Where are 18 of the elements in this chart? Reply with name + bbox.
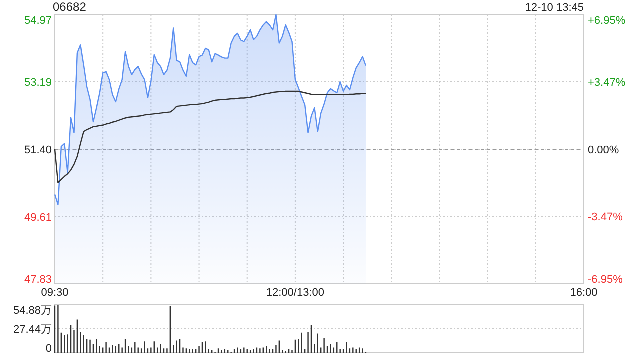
y2-tick-label: -6.95% <box>588 274 624 286</box>
y-tick-label: 47.83 <box>24 274 52 286</box>
y2-tick-label: 0.00% <box>588 144 620 156</box>
chart-subtitle: 12-10 13:45 <box>525 2 584 14</box>
x-tick-label: 09:30 <box>41 287 69 299</box>
y2-tick-label: +3.47% <box>588 77 626 90</box>
y-tick-label: 27.44万 <box>13 324 52 336</box>
x-tick-label: 12:00/13:00 <box>266 287 325 299</box>
y-tick-label: 54.88万 <box>13 304 52 317</box>
y-tick-label: 54.97 <box>24 14 52 27</box>
chart-title: 06682 <box>53 0 87 14</box>
y2-tick-label: +6.95% <box>588 14 626 27</box>
x-tick-label: 16:00 <box>570 287 598 299</box>
y-tick-label: 53.19 <box>24 76 52 89</box>
y-tick-label: 49.61 <box>24 212 52 224</box>
y-tick-label: 0 <box>46 342 52 355</box>
y2-tick-label: -3.47% <box>588 212 624 224</box>
y-tick-label: 51.40 <box>24 144 52 156</box>
